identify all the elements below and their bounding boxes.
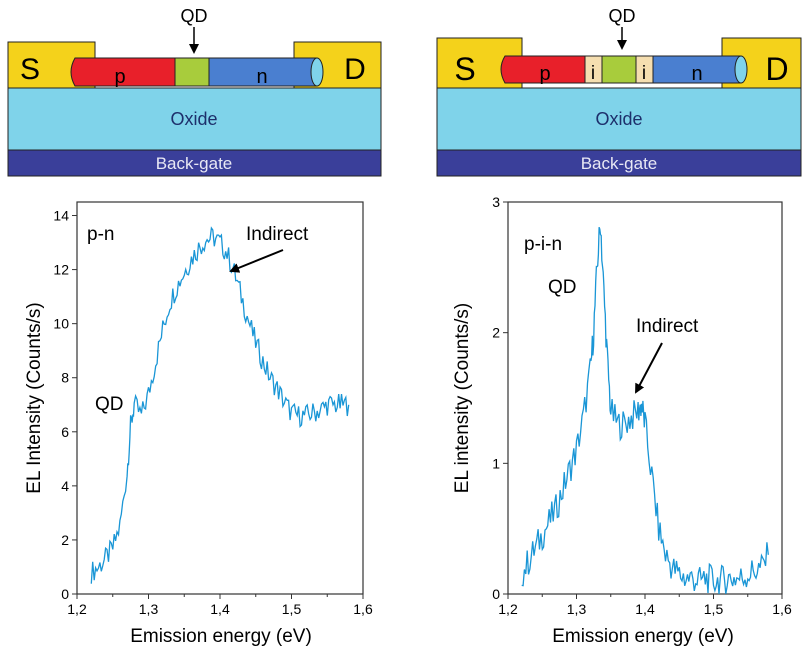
x-tick-label: 1,5	[704, 601, 724, 617]
backgate-layer	[7, 149, 382, 177]
n-region-label: n	[256, 66, 267, 88]
plot-frame	[507, 201, 783, 595]
annotation-qd: QD	[548, 277, 577, 298]
source-label: S	[454, 51, 475, 87]
chart-pn: 1,2 1,3 1,4 1,5 1,6 0 2 4 6 8 10 12 14 p-n QD Indir…	[24, 201, 373, 647]
y-tick-label: 0	[492, 586, 500, 602]
oxide-layer	[436, 87, 802, 151]
x-tick-label: 1,3	[139, 601, 159, 617]
x-tick-label: 1,4	[635, 601, 655, 617]
x-axis-label: Emission energy (eV)	[552, 626, 734, 647]
device-diagram-pn: Back-gate Oxide S D p n QD	[7, 6, 382, 177]
p-region-label: p	[114, 66, 125, 88]
nanowire-end-cap	[734, 55, 748, 84]
panel-label: p-i-n	[524, 234, 562, 255]
y-tick-label: 6	[61, 424, 69, 440]
series-line	[90, 226, 350, 584]
backgate-label: Back-gate	[156, 154, 233, 173]
annotation-qd: QD	[95, 394, 124, 415]
nanowire-qd-region	[601, 55, 637, 84]
series-line	[521, 226, 769, 595]
y-tick-label: 8	[61, 370, 69, 386]
y-tick-label: 3	[492, 194, 500, 210]
nanowire-n-region	[652, 55, 742, 84]
qd-label: QD	[181, 6, 208, 26]
drain-label: D	[765, 51, 788, 87]
annotation-arrow	[229, 249, 284, 273]
x-tick-label: 1,2	[498, 601, 518, 617]
x-tick-label: 1,4	[210, 601, 230, 617]
x-ticks: 1,2 1,3 1,4 1,5 1,6	[498, 594, 792, 617]
oxide-label: Oxide	[595, 109, 642, 129]
y-tick-label: 14	[53, 208, 69, 224]
y-ticks: 0 1 2 3	[492, 194, 508, 602]
nanowire-n-region	[208, 57, 318, 87]
x-ticks: 1,2 1,3 1,4 1,5 1,6	[67, 594, 373, 617]
backgate-layer	[436, 149, 802, 177]
y-ticks: 0 2 4 6 8 10 12 14	[53, 208, 77, 602]
y-tick-label: 12	[53, 262, 69, 278]
oxide-layer	[7, 87, 382, 151]
y-tick-label: 10	[53, 316, 69, 332]
nanowire-p-region	[500, 55, 586, 84]
x-tick-label: 1,2	[67, 601, 87, 617]
annotation-arrow	[635, 342, 663, 394]
annotation-indirect: Indirect	[246, 224, 309, 245]
oxide-label: Oxide	[170, 109, 217, 129]
x-tick-label: 1,6	[353, 601, 373, 617]
n-region-label: n	[691, 63, 702, 85]
qd-label: QD	[609, 6, 636, 26]
drain-label: D	[344, 53, 366, 86]
backgate-label: Back-gate	[581, 154, 658, 173]
device-diagram-pin: Back-gate Oxide S D p i i n QD	[436, 6, 802, 177]
y-tick-label: 0	[61, 586, 69, 602]
x-tick-label: 1,6	[772, 601, 792, 617]
y-tick-label: 2	[492, 325, 500, 341]
x-tick-label: 1,5	[282, 601, 302, 617]
annotation-indirect: Indirect	[636, 316, 699, 337]
source-label: S	[20, 53, 40, 86]
nanowire-end-cap	[310, 57, 324, 87]
panel-label: p-n	[87, 224, 114, 245]
x-axis-label: Emission energy (eV)	[130, 626, 312, 647]
y-tick-label: 2	[61, 532, 69, 548]
y-tick-label: 4	[61, 478, 69, 494]
y-axis-label: EL intensity (Counts/s)	[452, 303, 473, 493]
i-region-label-1: i	[591, 63, 595, 84]
y-axis-label: EL Intensity (Counts/s)	[24, 302, 45, 493]
p-region-label: p	[539, 63, 550, 85]
x-tick-label: 1,3	[567, 601, 587, 617]
nanowire-qd-region	[174, 57, 210, 87]
y-tick-label: 1	[492, 455, 500, 471]
nanowire-p-region	[70, 57, 176, 87]
i-region-label-2: i	[642, 63, 646, 84]
chart-pin: 1,2 1,3 1,4 1,5 1,6 0 1 2 3 p-i-n QD Indirect E…	[452, 194, 792, 647]
